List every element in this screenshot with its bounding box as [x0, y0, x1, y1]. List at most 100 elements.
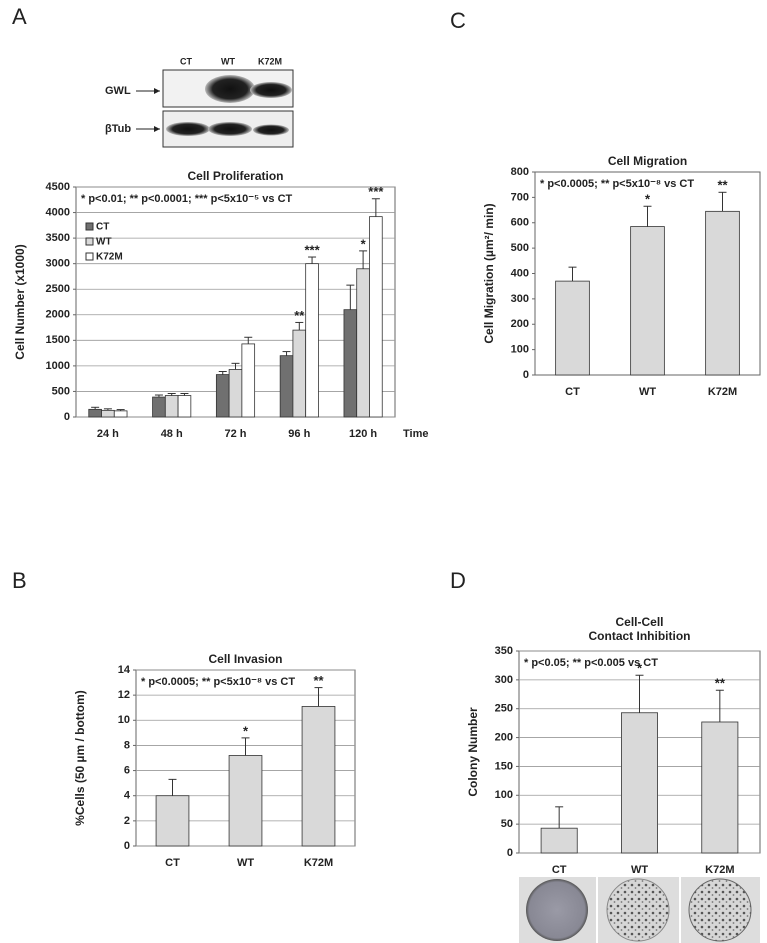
significance: * — [243, 723, 249, 738]
x-tick-label: CT — [565, 386, 580, 398]
dish — [606, 878, 670, 942]
chart-title: Cell Invasion — [208, 652, 282, 666]
panel-label: A — [12, 4, 27, 29]
y-tick-label: 2000 — [46, 309, 70, 321]
x-tick-label: 48 h — [161, 428, 183, 440]
x-tick-label: 120 h — [349, 428, 377, 440]
bar — [88, 408, 102, 418]
western-blot: CT WT K72M GWL βTub — [105, 56, 294, 148]
bar — [113, 410, 128, 418]
x-tick-label: 72 h — [224, 428, 246, 440]
blot-band — [250, 82, 292, 98]
bar — [301, 706, 336, 847]
bar — [241, 343, 256, 418]
chart-title: Cell Proliferation — [187, 169, 283, 183]
y-tick-label: 600 — [511, 217, 529, 229]
y-tick-label: 300 — [495, 674, 513, 686]
dish — [688, 878, 752, 942]
y-tick-label: 2500 — [46, 283, 70, 295]
bar — [292, 329, 307, 418]
y-tick-label: 100 — [495, 789, 513, 801]
x-tick-label: K72M — [705, 864, 734, 876]
bar — [228, 369, 243, 418]
bar — [215, 374, 230, 418]
bar — [279, 355, 294, 418]
x-tick-label: 96 h — [288, 428, 310, 440]
arrow-head — [154, 88, 160, 94]
y-axis-label: %Cells (50 µm / bottom) — [73, 690, 87, 826]
bar — [101, 409, 115, 418]
y-tick-label: 250 — [495, 703, 513, 715]
annotation: * p<0.01; ** p<0.0001; *** p<5x10⁻⁵ vs C… — [81, 193, 293, 205]
lane-label: WT — [221, 56, 235, 66]
y-tick-label: 1000 — [46, 360, 70, 372]
x-axis-label: Time — [403, 428, 428, 440]
y-tick-label: 200 — [495, 731, 513, 743]
significance: ** — [294, 308, 305, 323]
chart-title: Cell-Cell — [615, 615, 663, 629]
y-tick-label: 14 — [118, 664, 131, 676]
x-tick-label: K72M — [304, 857, 333, 869]
y-tick-label: 400 — [511, 267, 529, 279]
bar — [164, 395, 179, 418]
y-tick-label: 3500 — [46, 232, 70, 244]
band-label: βTub — [105, 123, 131, 135]
y-tick-label: 4000 — [46, 206, 70, 218]
blot-band — [208, 122, 252, 136]
y-tick-label: 10 — [118, 714, 130, 726]
bar — [369, 216, 383, 418]
bar — [356, 268, 370, 418]
lane-label: K72M — [258, 56, 282, 66]
bar — [701, 721, 739, 854]
bar — [540, 827, 578, 854]
significance: * — [645, 192, 651, 207]
x-tick-label: CT — [165, 857, 180, 869]
x-tick-label: 24 h — [97, 428, 119, 440]
bar — [152, 396, 166, 418]
blot-band — [205, 75, 255, 103]
legend-label: CT — [96, 222, 109, 233]
panel-label: D — [450, 568, 466, 593]
legend-swatch — [85, 237, 94, 246]
y-tick-label: 12 — [118, 689, 130, 701]
y-axis-label: Cell Migration (µm²/ min) — [482, 203, 496, 343]
significance: * — [637, 661, 643, 676]
y-tick-label: 3000 — [46, 258, 70, 270]
bar — [155, 795, 190, 847]
y-tick-label: 4500 — [46, 181, 70, 193]
blot-band — [166, 122, 210, 136]
bar — [555, 280, 590, 376]
y-tick-label: 200 — [511, 318, 529, 330]
y-tick-label: 0 — [64, 411, 70, 423]
legend-swatch — [85, 222, 94, 231]
annotation: * p<0.05; ** p<0.005 vs CT — [524, 657, 658, 669]
y-tick-label: 800 — [511, 166, 529, 178]
y-tick-label: 8 — [124, 739, 130, 751]
x-tick-label: WT — [631, 864, 648, 876]
annotation: * p<0.0005; ** p<5x10⁻⁸ vs CT — [540, 178, 694, 190]
x-tick-label: WT — [639, 386, 656, 398]
y-tick-label: 500 — [511, 242, 529, 254]
y-tick-label: 4 — [124, 790, 131, 802]
bar — [630, 226, 665, 376]
colony-images — [519, 877, 760, 943]
bar — [621, 712, 658, 854]
x-tick-label: WT — [237, 857, 254, 869]
y-tick-label: 0 — [523, 369, 529, 381]
bar — [343, 309, 358, 418]
lane-label: CT — [180, 56, 192, 66]
significance: ** — [717, 178, 728, 193]
legend-swatch — [85, 252, 94, 261]
y-tick-label: 2 — [124, 815, 130, 827]
bar — [228, 755, 263, 847]
panel-label: B — [12, 568, 27, 593]
blot-band — [253, 124, 289, 136]
annotation: * p<0.0005; ** p<5x10⁻⁸ vs CT — [141, 676, 295, 688]
y-tick-label: 50 — [501, 818, 513, 830]
y-tick-label: 6 — [124, 764, 130, 776]
legend-label: WT — [96, 237, 112, 248]
significance: * — [361, 236, 367, 251]
y-tick-label: 700 — [511, 191, 529, 203]
bar — [705, 210, 740, 376]
